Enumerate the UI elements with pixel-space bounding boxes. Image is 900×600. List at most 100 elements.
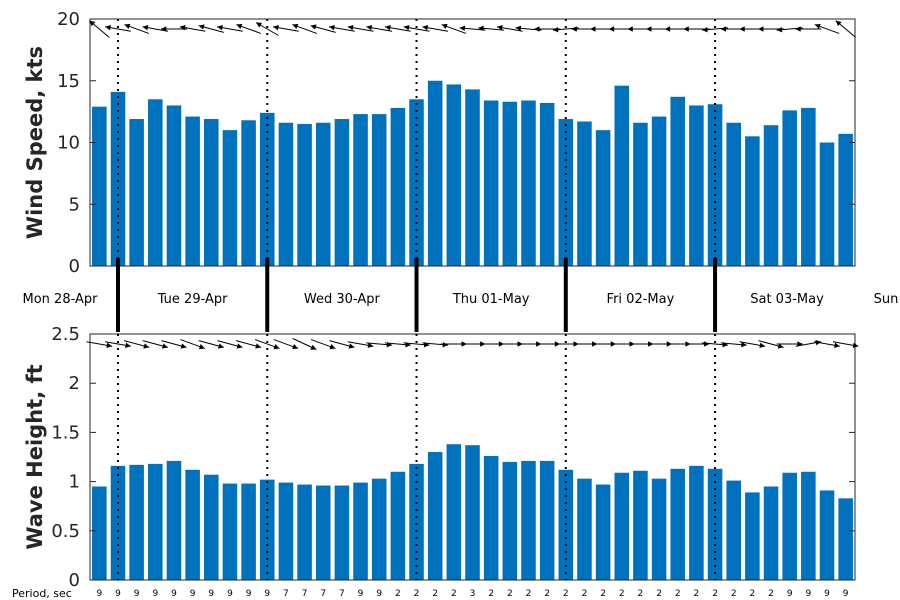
period-value: 2: [395, 589, 401, 599]
y-tick-label: 15: [57, 71, 80, 92]
period-row: Period, sec 9 9 9 9 9 9 9 9 9 9 7 7 7 7 9 9 2 2 2 2 3 2 2 2 2 2 2 2 2…: [12, 587, 849, 600]
period-value: 9: [190, 589, 196, 599]
y-tick-label: 0: [69, 256, 80, 277]
period-value: 2: [451, 589, 457, 599]
period-value: 2: [675, 589, 681, 599]
arrow-head: [179, 24, 186, 31]
bar: [838, 133, 853, 266]
arrow-head: [310, 24, 317, 30]
arrow-head: [852, 342, 859, 349]
bar: [334, 485, 350, 580]
bar: [819, 490, 835, 580]
arrow-head: [161, 343, 168, 349]
bar: [297, 484, 312, 580]
bar: [259, 112, 275, 266]
arrow-head: [142, 24, 149, 31]
bar: [745, 136, 760, 266]
bar: [222, 483, 238, 580]
bar: [483, 100, 499, 266]
bar: [371, 114, 387, 266]
bar: [539, 460, 555, 580]
bar: [315, 122, 331, 267]
bar: [651, 478, 667, 580]
bar: [148, 463, 163, 580]
bar: [204, 119, 219, 266]
arrow-head: [835, 20, 842, 27]
bar: [427, 452, 443, 580]
arrow-head: [310, 344, 317, 350]
period-value: 9: [171, 589, 177, 599]
arrow-head: [759, 342, 766, 349]
period-value: 7: [320, 589, 326, 599]
arrow-head: [776, 26, 783, 33]
bar: [110, 91, 126, 267]
period-value: 2: [488, 589, 494, 599]
arrow-head: [367, 342, 374, 349]
arrow-head: [329, 344, 336, 350]
bar: [465, 445, 480, 580]
bar: [353, 482, 368, 580]
day-label: Thu 01-May: [452, 292, 530, 307]
y-tick-label: 1: [69, 472, 80, 493]
arrow-head: [664, 26, 671, 32]
bar: [241, 120, 256, 267]
bar: [185, 116, 200, 266]
period-value: 9: [134, 589, 140, 599]
y-tick-label: 2.5: [51, 324, 80, 345]
arrow-head: [720, 26, 727, 32]
bar: [409, 99, 424, 267]
arrow-head: [198, 344, 205, 350]
bar: [782, 472, 797, 580]
bar: [92, 486, 107, 580]
arrow-head: [348, 343, 355, 349]
bar: [539, 102, 555, 266]
bar: [745, 492, 760, 580]
period-value: 2: [600, 589, 606, 599]
bar: [241, 483, 256, 580]
arrow-head: [552, 26, 559, 33]
bar: [371, 478, 387, 580]
arrow-head: [385, 24, 391, 31]
period-value: 3: [470, 589, 476, 599]
period-value: 2: [768, 589, 774, 599]
bar: [483, 456, 499, 580]
bar: [521, 100, 536, 266]
period-value: 2: [563, 589, 569, 599]
bar: [446, 444, 462, 580]
period-value: 9: [264, 589, 270, 599]
bar: [577, 478, 592, 580]
bar: [763, 486, 779, 580]
arrow-head: [646, 26, 652, 32]
period-value: 2: [582, 589, 588, 599]
arrow-head: [125, 342, 131, 349]
bar: [465, 89, 480, 267]
bar: [819, 142, 835, 266]
arrow-head: [255, 22, 262, 28]
arrow-head: [160, 26, 167, 32]
day-label: Sat 03-May: [750, 292, 824, 307]
arrow-head: [704, 341, 710, 347]
period-value: 2: [414, 589, 420, 599]
bar: [129, 119, 144, 266]
arrow-head: [795, 26, 801, 32]
period-value: 7: [339, 589, 345, 599]
bar: [427, 80, 443, 266]
period-value: 9: [208, 589, 214, 599]
arrow-head: [366, 24, 373, 31]
arrow-head: [105, 24, 111, 31]
arrow-head: [608, 26, 615, 32]
arrow-head: [329, 24, 335, 31]
bar: [259, 479, 275, 580]
arrow-head: [124, 23, 131, 29]
arrow-head: [777, 343, 784, 349]
y-tick-label: 1.5: [51, 422, 80, 443]
arrow-head: [702, 26, 708, 33]
arrow-head: [273, 344, 280, 350]
arrow-head: [571, 26, 577, 32]
period-value: 2: [731, 589, 737, 599]
bar: [166, 460, 182, 580]
bar: [633, 470, 648, 580]
y-tick-label: 0.5: [51, 521, 80, 542]
period-value: 7: [302, 589, 308, 599]
bar: [502, 101, 518, 267]
